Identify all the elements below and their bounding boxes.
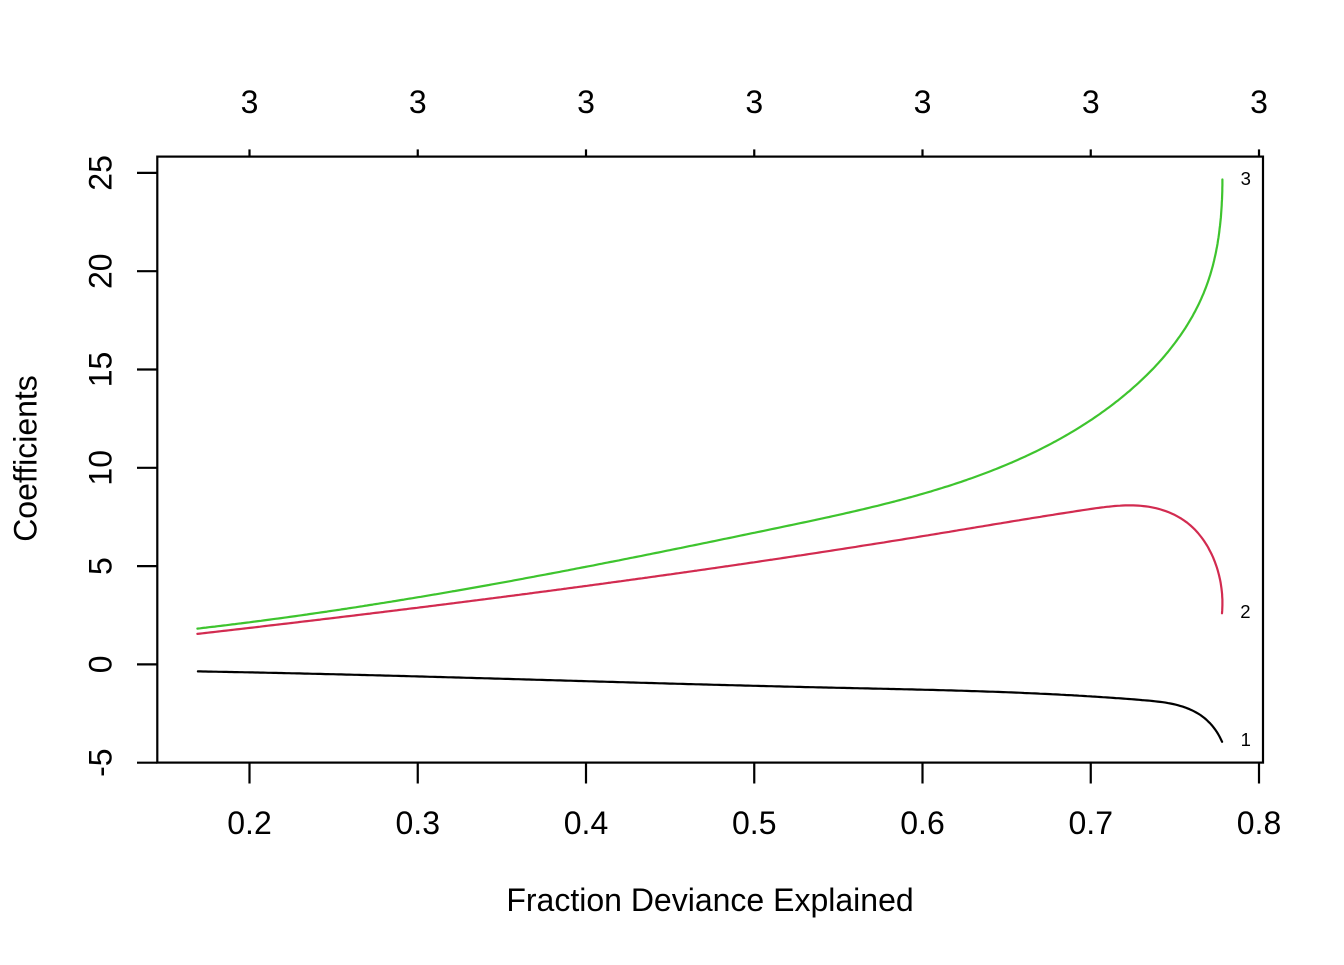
svg-text:0.8: 0.8 [1237, 805, 1281, 841]
svg-text:0.4: 0.4 [564, 805, 608, 841]
svg-text:0: 0 [83, 656, 119, 674]
svg-text:0.3: 0.3 [396, 805, 440, 841]
svg-text:Coefficients: Coefficients [8, 375, 44, 542]
svg-text:20: 20 [83, 253, 119, 289]
svg-text:Fraction Deviance Explained: Fraction Deviance Explained [506, 882, 913, 918]
svg-text:10: 10 [83, 450, 119, 486]
svg-text:25: 25 [83, 155, 119, 191]
svg-text:15: 15 [83, 352, 119, 388]
svg-text:3: 3 [409, 84, 427, 120]
svg-text:2: 2 [1240, 601, 1250, 622]
svg-text:-5: -5 [83, 748, 119, 776]
svg-text:5: 5 [83, 557, 119, 575]
svg-text:3: 3 [577, 84, 595, 120]
svg-text:3: 3 [914, 84, 932, 120]
svg-text:1: 1 [1241, 729, 1251, 750]
svg-text:3: 3 [241, 84, 259, 120]
svg-text:0.7: 0.7 [1069, 805, 1113, 841]
svg-text:3: 3 [1250, 84, 1268, 120]
svg-text:0.2: 0.2 [227, 805, 271, 841]
svg-text:3: 3 [745, 84, 763, 120]
svg-text:3: 3 [1241, 168, 1251, 189]
svg-text:0.5: 0.5 [732, 805, 776, 841]
svg-text:3: 3 [1082, 84, 1100, 120]
svg-text:0.6: 0.6 [900, 805, 944, 841]
